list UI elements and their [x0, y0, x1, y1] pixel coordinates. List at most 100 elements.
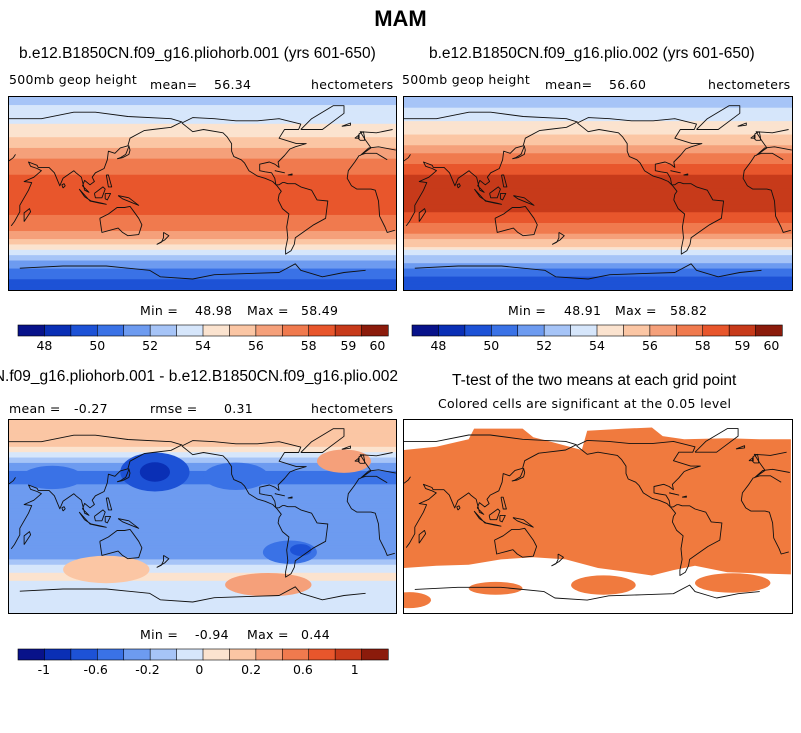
coastline [694, 428, 739, 453]
field-band [9, 265, 396, 270]
field-band [9, 198, 396, 203]
field-band [9, 580, 396, 585]
field-band [404, 196, 792, 200]
field-band [404, 118, 792, 122]
colorbar-tick-label: 56 [642, 338, 658, 353]
field-band [9, 158, 396, 162]
colorbar-tick-label: 0 [195, 662, 203, 677]
field-band [9, 545, 396, 550]
panel1-min-value: 48.98 [195, 303, 233, 318]
field-band [9, 500, 396, 504]
field-band [404, 212, 792, 216]
field-band [9, 268, 396, 272]
field-band [9, 118, 396, 122]
field-band [404, 225, 792, 229]
field-band [9, 233, 396, 237]
coastline [181, 440, 329, 578]
field-band [9, 489, 396, 493]
field-band [404, 257, 792, 262]
field-band [9, 430, 396, 434]
anomaly-contour [203, 462, 269, 490]
field-band [9, 177, 396, 181]
field-band [9, 519, 396, 523]
field-band [9, 465, 396, 469]
colorbar-tick-label: 54 [195, 338, 211, 353]
panel1-mean-label: mean= [150, 77, 198, 92]
field-band [9, 110, 396, 114]
colorbar-swatch [176, 648, 204, 661]
coastline [300, 428, 345, 453]
colorbar-swatch [334, 324, 363, 337]
coastline [681, 495, 687, 498]
field-band [9, 478, 396, 483]
field-band [9, 174, 396, 179]
field-band [404, 139, 792, 144]
field-band [9, 255, 396, 259]
field-band [404, 222, 792, 227]
field-band [404, 169, 792, 173]
colorbar-tick-label: 60 [763, 338, 779, 353]
coastline [404, 111, 792, 233]
anomaly-contour [63, 555, 150, 584]
coastline [9, 434, 396, 556]
coastline [669, 492, 680, 496]
field-band [404, 172, 792, 176]
coastline [61, 506, 66, 512]
field-band [9, 454, 396, 459]
colorbar-swatch [596, 324, 625, 337]
field-band [9, 126, 396, 130]
colorbar-swatch [411, 324, 440, 337]
coastline [300, 105, 345, 130]
field-band [404, 247, 792, 251]
field-band [404, 276, 792, 280]
field-band [9, 279, 396, 283]
field-band [404, 273, 792, 278]
field-band [9, 121, 396, 125]
anomaly-contour [317, 449, 371, 473]
field-band [404, 228, 792, 232]
field-band [9, 271, 396, 275]
field-band [404, 263, 792, 267]
field-band [9, 164, 396, 168]
field-band [404, 185, 792, 189]
field-band [9, 444, 396, 448]
field-band [9, 107, 396, 111]
colorbar-tick-label: 59 [734, 338, 750, 353]
field-band [404, 166, 792, 170]
field-band [404, 147, 792, 152]
colorbar-swatch [44, 648, 72, 661]
coastline [93, 509, 106, 522]
panel2-max-label: Max = [615, 303, 657, 318]
field-band [404, 110, 792, 114]
colorbar-tick-label: 50 [483, 338, 499, 353]
field-band [9, 559, 396, 563]
coastline [735, 445, 746, 450]
coastline [577, 117, 725, 255]
coastline [494, 527, 538, 558]
field-band [404, 193, 792, 197]
colorbar-swatch [17, 648, 46, 661]
coastlines [404, 428, 790, 601]
field-band [9, 548, 396, 552]
coastline [418, 208, 427, 222]
coastline [61, 183, 66, 189]
field-band [9, 129, 396, 133]
coastline [751, 453, 760, 464]
coastline [357, 131, 365, 141]
colorbar-swatch [702, 324, 730, 337]
field-band [9, 105, 396, 109]
field-band [9, 441, 396, 445]
field-band [404, 231, 792, 235]
field-band [9, 508, 396, 512]
coastline [513, 195, 535, 206]
field-band [9, 556, 396, 560]
field-band [9, 511, 396, 515]
coastline [78, 511, 107, 528]
field-band [404, 214, 792, 219]
coastline [753, 131, 761, 141]
field-band [9, 460, 396, 464]
colorbar-tick-label: 54 [589, 338, 605, 353]
coastline [683, 173, 689, 176]
field-band [404, 158, 792, 162]
coastline [156, 232, 170, 245]
